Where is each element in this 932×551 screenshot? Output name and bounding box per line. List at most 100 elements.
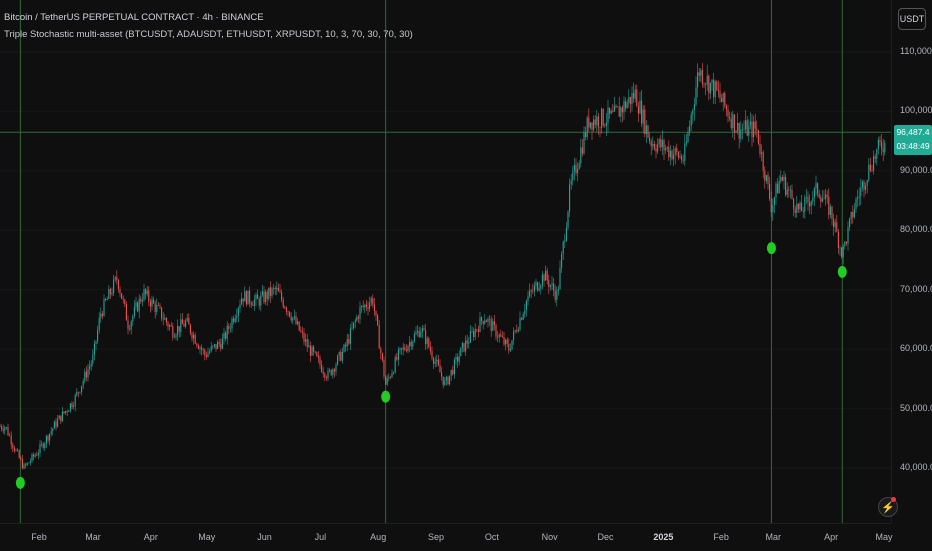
candle-body bbox=[71, 403, 73, 407]
candle-body bbox=[841, 247, 843, 258]
candle-body bbox=[41, 443, 43, 445]
candle-body bbox=[671, 150, 673, 160]
candle-body bbox=[9, 435, 11, 436]
signal-marker bbox=[766, 242, 776, 255]
candle-body bbox=[797, 203, 799, 210]
candle-body bbox=[2, 428, 4, 431]
chart-area[interactable]: Bitcoin / TetherUS PERPETUAL CONTRACT · … bbox=[0, 0, 891, 523]
candle-body bbox=[5, 427, 7, 428]
candle-body bbox=[482, 321, 484, 324]
candle-body bbox=[865, 185, 867, 190]
candle-body bbox=[615, 105, 617, 108]
price-axis[interactable]: 110,000.0 100,000.0 90,000.0 80,000.0 70,000… bbox=[891, 0, 932, 523]
currency-button[interactable]: USDT bbox=[898, 8, 926, 30]
candle-body bbox=[703, 83, 705, 85]
candle-body bbox=[321, 364, 323, 372]
time-tick: Sep bbox=[427, 532, 444, 542]
candle-body bbox=[1, 426, 3, 429]
candle-body bbox=[449, 375, 451, 385]
candle-body bbox=[666, 147, 668, 149]
candle-body bbox=[81, 385, 83, 392]
candle-body bbox=[333, 369, 335, 372]
candle-body bbox=[749, 121, 751, 126]
candle-body bbox=[77, 391, 79, 393]
candle-body bbox=[490, 319, 492, 331]
candle-body bbox=[788, 189, 790, 191]
candle-body bbox=[882, 148, 884, 153]
candle-body bbox=[711, 79, 713, 83]
candle-body bbox=[697, 72, 699, 88]
candle-body bbox=[364, 304, 366, 308]
candle-body bbox=[503, 337, 505, 345]
candle-body bbox=[605, 122, 607, 126]
candle-body bbox=[322, 371, 324, 374]
candle-body bbox=[684, 143, 686, 161]
time-tick: Mar bbox=[85, 532, 101, 542]
candle-body bbox=[396, 357, 398, 360]
candle-body bbox=[149, 301, 151, 307]
candle-body bbox=[250, 302, 252, 305]
candle-body bbox=[485, 320, 487, 322]
candle-body bbox=[572, 170, 574, 181]
candle-body bbox=[85, 371, 87, 378]
symbol-title[interactable]: Bitcoin / TetherUS PERPETUAL CONTRACT · … bbox=[4, 12, 264, 23]
candle-body bbox=[663, 140, 665, 151]
candle-body bbox=[44, 443, 46, 448]
indicator-legend[interactable]: Triple Stochastic multi-asset (BTCUSDT, … bbox=[4, 29, 413, 40]
candle-body bbox=[737, 122, 739, 132]
candle-body bbox=[836, 222, 838, 232]
candle-body bbox=[4, 427, 6, 431]
candle-body bbox=[623, 101, 625, 113]
time-tick: 2025 bbox=[653, 532, 674, 542]
candle-body bbox=[159, 305, 161, 308]
candle-body bbox=[733, 114, 735, 133]
candle-body bbox=[837, 231, 839, 249]
candle-body bbox=[442, 376, 444, 385]
candle-body bbox=[380, 348, 382, 354]
candle-body bbox=[705, 84, 707, 85]
candle-body bbox=[853, 209, 855, 218]
candle-body bbox=[378, 325, 380, 349]
candle-body bbox=[217, 342, 219, 350]
candle-body bbox=[687, 132, 689, 142]
candle-body bbox=[287, 311, 289, 313]
lightning-icon[interactable]: ⚡ bbox=[878, 497, 898, 517]
candle-body bbox=[533, 285, 535, 292]
candle-body bbox=[801, 202, 803, 211]
candle-body bbox=[588, 117, 590, 128]
candle-body bbox=[140, 298, 142, 302]
candle-body bbox=[484, 320, 486, 324]
candle-body bbox=[436, 359, 438, 362]
candle-body bbox=[172, 326, 174, 338]
candle-body bbox=[377, 315, 379, 326]
candle-body bbox=[452, 369, 454, 375]
candle-body bbox=[799, 202, 801, 210]
candle-body bbox=[133, 306, 135, 316]
candle-body bbox=[346, 339, 348, 347]
candle-body bbox=[12, 444, 14, 448]
candle-body bbox=[228, 325, 230, 329]
candle-body bbox=[244, 291, 246, 302]
candle-body bbox=[111, 293, 113, 295]
candle-body bbox=[564, 240, 566, 242]
time-axis[interactable]: Feb Mar Apr May Jun Jul Aug Sep Oct Nov Dec 2025 Feb… bbox=[0, 523, 893, 551]
candle-body bbox=[236, 315, 238, 319]
candle-body bbox=[170, 325, 172, 327]
price-chart[interactable] bbox=[0, 0, 891, 523]
candle-body bbox=[668, 147, 670, 158]
candle-body bbox=[375, 310, 377, 316]
candle-body bbox=[29, 461, 31, 463]
candle-body bbox=[532, 290, 534, 292]
candle-body bbox=[201, 347, 203, 350]
candle-body bbox=[492, 321, 494, 331]
candle-body bbox=[673, 154, 675, 160]
current-price-value: 96,487.4 bbox=[896, 127, 930, 137]
candle-body bbox=[764, 170, 766, 181]
price-tick: 50,000.0 bbox=[900, 402, 932, 413]
candle-body bbox=[66, 411, 68, 412]
candle-body bbox=[292, 317, 294, 321]
candle-body bbox=[541, 274, 543, 286]
candle-body bbox=[775, 183, 777, 198]
candle-body bbox=[421, 328, 423, 332]
candle-body bbox=[108, 289, 110, 299]
